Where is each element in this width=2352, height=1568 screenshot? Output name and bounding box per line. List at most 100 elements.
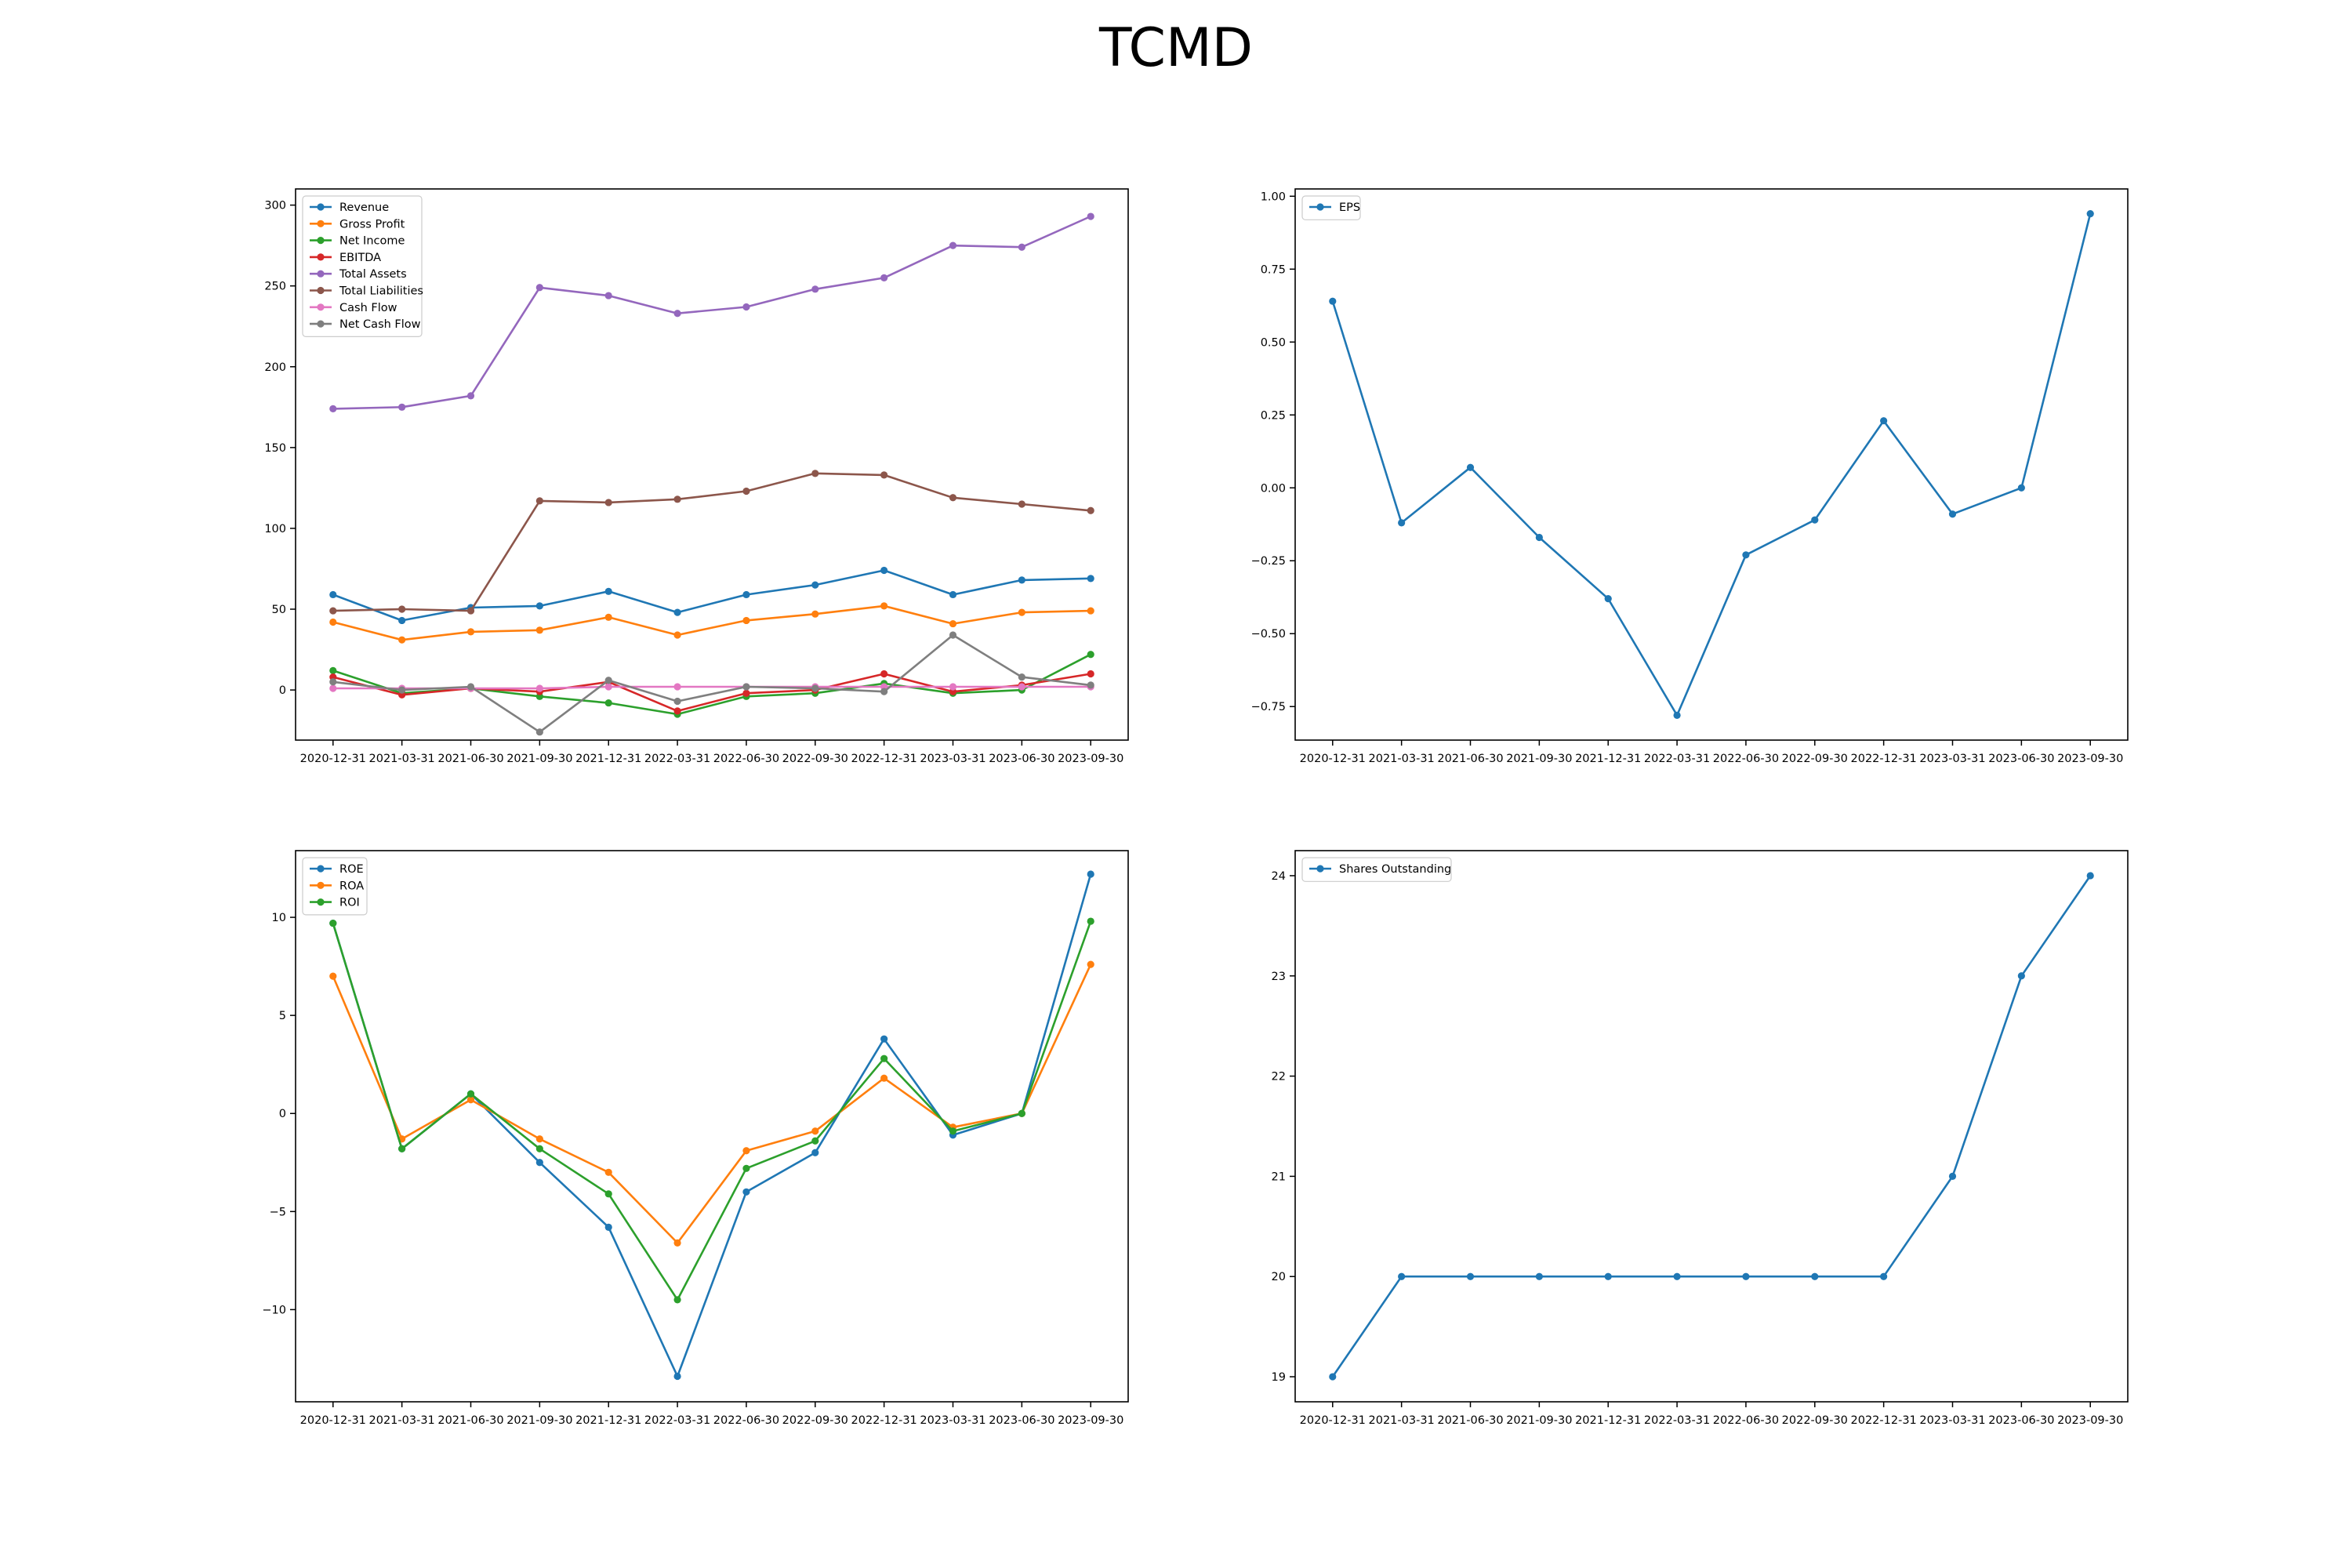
data-point (535, 602, 543, 610)
data-point (535, 684, 543, 692)
x-tick-label: 2023-03-31 (1919, 1414, 1985, 1427)
y-tick-label: 50 (272, 604, 286, 616)
series-line (332, 964, 1092, 1244)
eps-chart: 2020-12-31 2021-03-31 2021-06-30 2021-09-30… (1251, 188, 2129, 765)
data-point (1018, 243, 1025, 251)
data-point (1466, 1272, 1475, 1280)
data-point (604, 699, 612, 707)
x-tick-label: 2021-06-30 (1437, 753, 1503, 765)
x-tick-label: 2023-09-30 (2057, 753, 2123, 765)
x-tick-label: 2023-06-30 (989, 1414, 1054, 1427)
x-tick-label: 2021-09-30 (1506, 1414, 1572, 1427)
legend-marker (317, 865, 325, 873)
y-tick-label: −0.25 (1251, 555, 1286, 568)
data-point (811, 285, 819, 293)
data-point (1087, 917, 1094, 925)
y-tick-label: 5 (279, 1010, 286, 1022)
legend-label: Shares Outstanding (1339, 863, 1451, 876)
y-tick-label: 1.00 (1261, 191, 1286, 203)
legend-marker (317, 237, 325, 245)
data-point (880, 1074, 888, 1082)
data-point (673, 697, 681, 706)
legend-marker (317, 320, 325, 328)
data-point (398, 636, 406, 644)
data-point (1018, 673, 1025, 681)
legend-label: EBITDA (339, 252, 381, 264)
y-tick-label: 300 (264, 200, 286, 212)
data-point (880, 1054, 888, 1062)
x-tick-label: 2022-09-30 (782, 1414, 848, 1427)
data-point (329, 607, 337, 615)
data-point (535, 1135, 543, 1143)
legend-box (302, 195, 423, 337)
x-tick-label: 2022-06-30 (713, 1414, 779, 1427)
y-tick-label: −10 (262, 1304, 286, 1316)
data-point (398, 605, 406, 613)
x-tick-label: 2022-09-30 (782, 753, 848, 765)
data-point (673, 707, 681, 715)
data-point (880, 670, 888, 678)
data-point (329, 684, 337, 692)
y-tick-label: 20 (1272, 1271, 1286, 1283)
data-point (1087, 670, 1094, 678)
series-line (332, 215, 1091, 410)
legend-marker (317, 253, 325, 261)
x-tick-label: 2020-12-31 (1300, 753, 1366, 765)
data-point (329, 618, 337, 626)
data-point (329, 678, 337, 686)
data-point (811, 610, 819, 618)
legend-marker (1316, 865, 1324, 873)
data-point (811, 1149, 819, 1156)
data-point (673, 1239, 681, 1247)
x-tick-label: 2021-12-31 (575, 753, 641, 765)
y-tick-label: 22 (1272, 1071, 1286, 1083)
x-tick-label: 2023-09-30 (1058, 1414, 1123, 1427)
data-point (880, 274, 888, 281)
x-tick-label: 2021-03-31 (369, 1414, 435, 1427)
x-tick-label: 2023-06-30 (1988, 753, 2054, 765)
y-tick-label: 10 (272, 912, 286, 924)
data-point (1087, 506, 1094, 514)
data-point (1087, 960, 1094, 968)
data-point (673, 1296, 681, 1304)
legend-marker (317, 286, 325, 295)
data-point (1018, 683, 1025, 691)
x-tick-label: 2022-06-30 (1713, 1414, 1779, 1427)
data-point (742, 487, 750, 495)
data-point (1948, 510, 1957, 518)
data-point (949, 494, 957, 502)
y-tick-label: 100 (264, 523, 286, 535)
y-tick-label: −0.50 (1251, 628, 1286, 641)
series-line (332, 569, 1091, 622)
x-tick-label: 2021-12-31 (1575, 1414, 1641, 1427)
data-point (535, 626, 543, 634)
x-tick-label: 2021-03-31 (1369, 753, 1435, 765)
y-tick-label: −5 (270, 1206, 286, 1218)
data-point (2086, 210, 2094, 218)
data-point (811, 581, 819, 589)
data-point (466, 392, 475, 400)
data-point (1087, 870, 1094, 878)
series-line (332, 472, 1091, 612)
legend-marker (317, 220, 325, 227)
legend-marker (317, 270, 325, 278)
axes-frame (1294, 850, 2129, 1403)
x-tick-label: 2023-03-31 (1919, 753, 1985, 765)
y-tick-label: 200 (264, 361, 286, 374)
data-point (604, 292, 612, 299)
y-tick-label: 0 (279, 1108, 286, 1120)
data-point (1087, 212, 1094, 220)
legend-label: ROE (339, 863, 364, 876)
series-line (1331, 213, 2092, 717)
legend-marker (317, 898, 325, 906)
x-tick-label: 2022-03-31 (1644, 1414, 1710, 1427)
y-tick-label: 0.50 (1261, 336, 1286, 349)
data-point (880, 471, 888, 479)
legend-label: Total Liabilities (339, 285, 423, 298)
data-point (1880, 417, 1888, 425)
x-tick-label: 2021-12-31 (575, 1414, 641, 1427)
y-tick-label: 19 (1272, 1371, 1286, 1384)
data-point (742, 616, 750, 625)
x-tick-label: 2020-12-31 (1300, 1414, 1366, 1427)
data-point (2086, 872, 2094, 880)
